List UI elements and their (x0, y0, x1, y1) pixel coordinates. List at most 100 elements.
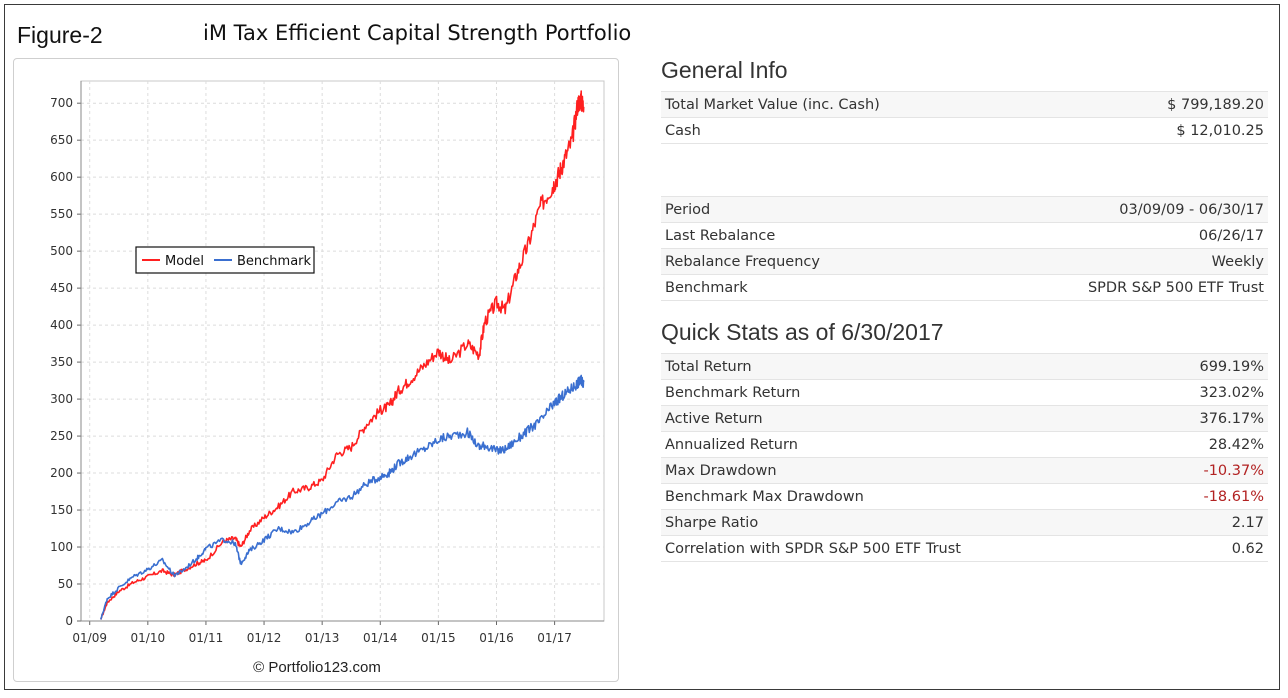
data-point-model (563, 162, 564, 163)
series-line-model (100, 90, 585, 620)
data-point-model (580, 99, 581, 100)
data-point-model (528, 243, 529, 244)
data-point-model (293, 491, 294, 492)
data-point-model (249, 530, 250, 531)
data-point-model (118, 591, 119, 592)
row-value: SPDR S&P 500 ETF Trust (946, 274, 1268, 301)
row-label: Sharpe Ratio (661, 509, 1152, 536)
data-point-benchmark (484, 444, 485, 445)
data-point-model (577, 103, 578, 104)
data-point-benchmark (162, 560, 163, 561)
spacer (661, 301, 1268, 317)
row-value: 28.42% (1151, 431, 1268, 458)
data-point-benchmark (173, 575, 174, 576)
chart-credit: © Portfolio123.com (253, 659, 381, 676)
row-label: Rebalance Frequency (661, 248, 947, 275)
row-label: Benchmark Max Drawdown (661, 483, 1152, 510)
general-info-row: Total Market Value (inc. Cash) $ 799,189.… (661, 91, 1268, 118)
data-point-benchmark (107, 598, 108, 599)
y-tick-label: 600 (50, 170, 73, 184)
data-point-benchmark (182, 570, 183, 571)
row-value: 0.62 (1151, 535, 1268, 562)
row-label: Total Return (661, 353, 1152, 380)
data-point-benchmark (365, 484, 366, 485)
row-value: 06/26/17 (946, 222, 1268, 249)
data-point-benchmark (496, 450, 497, 451)
row-value: $ 799,189.20 (1073, 91, 1268, 118)
data-point-model (478, 354, 479, 355)
data-point-model (449, 361, 450, 362)
data-point-benchmark (240, 563, 241, 564)
row-value: 03/09/09 - 06/30/17 (946, 196, 1268, 223)
y-tick-label: 500 (50, 244, 73, 258)
data-point-model (351, 447, 352, 448)
x-tick-label: 01/16 (479, 631, 514, 645)
data-point-benchmark (583, 381, 584, 382)
legend-label: Benchmark (237, 254, 312, 269)
row-label: Cash (661, 117, 1074, 144)
row-label: Last Rebalance (661, 222, 947, 249)
data-point-benchmark (307, 523, 308, 524)
data-point-benchmark (516, 439, 517, 440)
row-label: Period (661, 196, 947, 223)
row-value: 323.02% (1151, 379, 1268, 406)
data-point-benchmark (409, 456, 410, 457)
data-point-benchmark (438, 439, 439, 440)
period-info-row: Rebalance Frequency Weekly (661, 248, 1268, 275)
data-point-model (336, 454, 337, 455)
period-info-table: Period 03/09/09 - 06/30/17 Last Rebalance 0… (661, 196, 1268, 301)
data-point-model (278, 506, 279, 507)
data-point-model (496, 302, 497, 303)
plot-area (80, 80, 605, 622)
period-info-row: Last Rebalance 06/26/17 (661, 222, 1268, 249)
figure-title: iM Tax Efficient Capital Strength Portfo… (203, 21, 632, 45)
data-point-benchmark (278, 528, 279, 529)
data-point-model (322, 480, 323, 481)
x-tick-label: 01/14 (363, 631, 398, 645)
legend-label: Model (165, 254, 204, 269)
data-point-benchmark (467, 432, 468, 433)
info-panel: General Info Total Market Value (inc. Ca… (661, 55, 1268, 562)
data-point-benchmark (197, 558, 198, 559)
series-line-benchmark (100, 374, 585, 620)
data-point-model (388, 406, 389, 407)
data-point-benchmark (147, 569, 148, 570)
quick-stats-row: Total Return 699.19% (661, 353, 1268, 380)
row-label: Benchmark (661, 274, 947, 301)
data-point-benchmark (478, 447, 479, 448)
data-point-model (263, 517, 264, 518)
data-point-benchmark (351, 496, 352, 497)
period-info-row: Benchmark SPDR S&P 500 ETF Trust (661, 274, 1268, 301)
data-point-benchmark (551, 406, 552, 407)
data-point-model (234, 538, 235, 539)
data-point-model (409, 380, 410, 381)
data-point-benchmark (234, 543, 235, 544)
data-point-benchmark (449, 435, 450, 436)
data-point-benchmark (563, 395, 564, 396)
row-value: 376.17% (1151, 405, 1268, 432)
y-tick-label: 350 (50, 355, 73, 369)
x-tick-label: 01/15 (421, 631, 456, 645)
data-point-benchmark (580, 380, 581, 381)
y-tick-label: 300 (50, 392, 73, 406)
x-tick-label: 01/12 (247, 631, 282, 645)
data-point-model (423, 365, 424, 366)
data-point-model (240, 546, 241, 547)
y-tick-label: 150 (50, 503, 73, 517)
y-tick-label: 700 (50, 96, 73, 110)
data-point-model (397, 391, 398, 392)
row-value: -18.61% (1151, 483, 1268, 510)
quick-stats-row: Correlation with SPDR S&P 500 ETF Trust 0… (661, 535, 1268, 562)
row-label: Total Market Value (inc. Cash) (661, 91, 1074, 118)
x-tick-label: 01/11 (189, 631, 224, 645)
data-point-model (539, 206, 540, 207)
data-point-model (516, 273, 517, 274)
row-value: 699.19% (1151, 353, 1268, 380)
data-point-benchmark (380, 476, 381, 477)
quick-stats-row: Annualized Return 28.42% (661, 431, 1268, 458)
data-point-benchmark (293, 532, 294, 533)
data-point-benchmark (133, 576, 134, 577)
data-point-benchmark (388, 472, 389, 473)
row-value: Weekly (946, 248, 1268, 275)
data-point-benchmark (557, 400, 558, 401)
